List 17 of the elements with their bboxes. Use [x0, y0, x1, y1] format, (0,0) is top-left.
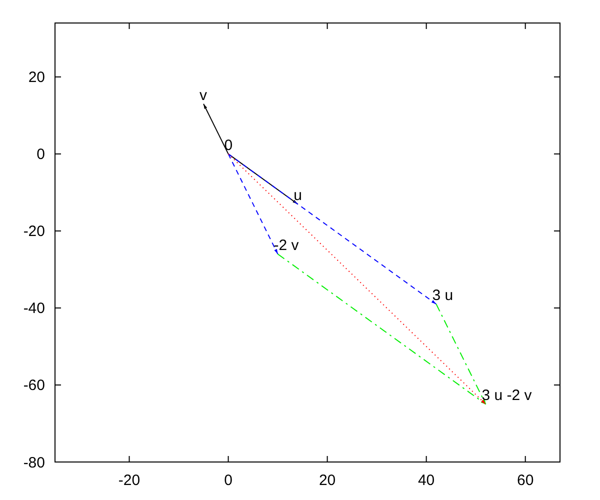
annotation: 3 u: [432, 287, 454, 304]
x-tick-label: 60: [517, 472, 534, 489]
x-tick-label: -20: [118, 472, 140, 489]
annotation: u: [294, 186, 302, 204]
y-tick-label: 0: [36, 146, 45, 164]
y-tick-label: -80: [23, 454, 45, 472]
y-tick-label: -20: [23, 223, 45, 240]
annotation: 3 u -2 v: [482, 387, 532, 404]
y-tick-label: -60: [23, 377, 45, 394]
x-tick-label: 20: [318, 472, 336, 489]
annotation: 0: [224, 136, 233, 154]
y-tick-label: -40: [23, 300, 45, 318]
x-tick-label: 0: [224, 472, 232, 489]
x-tick-label: 40: [418, 472, 435, 489]
annotation: -2 v: [274, 237, 300, 254]
annotation: v: [200, 86, 208, 104]
y-tick-label: 20: [28, 69, 45, 86]
